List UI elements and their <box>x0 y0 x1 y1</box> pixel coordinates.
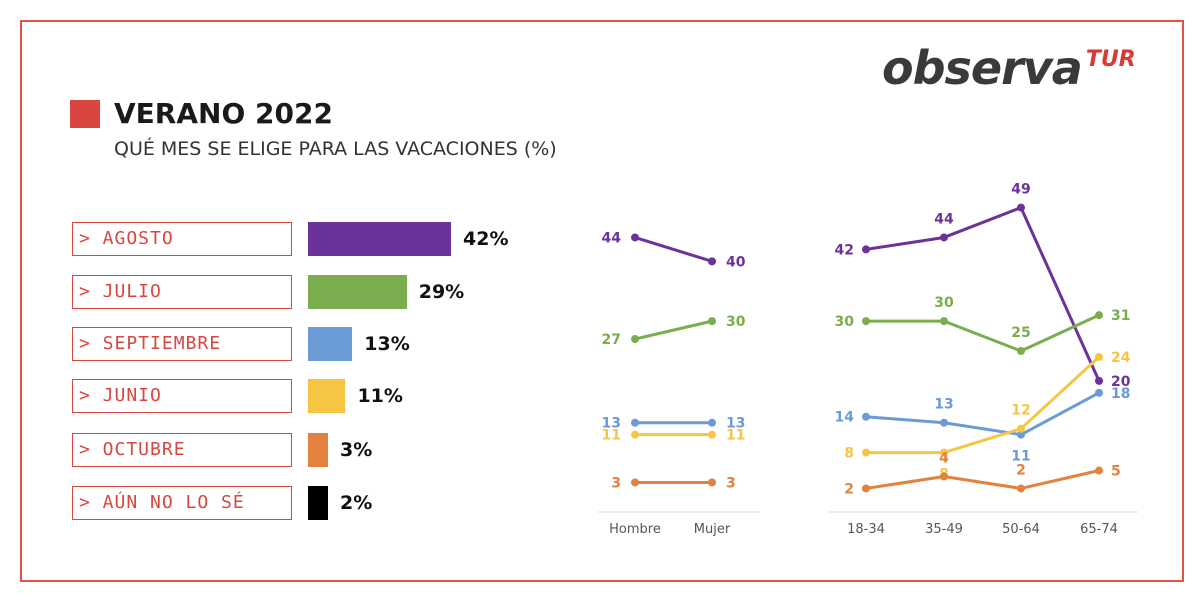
bar-value-label: 11% <box>357 385 403 407</box>
data-label: 27 <box>602 332 621 348</box>
bar-value-label: 3% <box>340 439 373 461</box>
data-label: 44 <box>602 230 622 246</box>
chart-subtitle: QUÉ MES SE ELIGE PARA LAS VACACIONES (%) <box>114 138 557 160</box>
data-point <box>862 484 870 493</box>
data-point <box>1095 376 1103 385</box>
x-tick-label: 18-34 <box>847 522 885 537</box>
category-label: > OCTUBRE <box>72 433 292 467</box>
x-tick-label: Hombre <box>609 522 661 537</box>
data-point <box>1017 424 1025 433</box>
series-line <box>634 319 713 341</box>
series-line <box>866 355 1101 455</box>
data-point <box>708 418 716 427</box>
data-point <box>1017 430 1025 439</box>
logo-sub-text: TUR <box>1085 47 1136 72</box>
data-point <box>631 478 639 487</box>
data-point <box>631 430 639 439</box>
data-point <box>1017 203 1025 212</box>
data-point <box>940 448 948 457</box>
data-label: 30 <box>726 314 746 330</box>
data-label: 5 <box>1111 464 1121 480</box>
series-line <box>865 206 1101 382</box>
data-point <box>940 472 948 481</box>
data-label: 13 <box>602 416 621 432</box>
series-line <box>866 313 1100 353</box>
logo-main-text: observa <box>882 41 1083 95</box>
category-label: > AGOSTO <box>72 222 292 256</box>
data-label: 2 <box>1016 462 1026 478</box>
data-point <box>940 317 948 326</box>
data-label: 11 <box>1011 449 1030 465</box>
chart-frame <box>20 20 1184 582</box>
bar-value-label: 2% <box>340 492 373 514</box>
data-label: 30 <box>835 314 855 330</box>
bar <box>308 327 353 361</box>
bar <box>308 379 346 413</box>
x-tick-label: 65-74 <box>1080 522 1118 537</box>
data-label: 2 <box>844 481 854 497</box>
data-point <box>940 233 948 242</box>
category-label: > JUNIO <box>72 379 292 413</box>
data-point <box>1095 466 1103 475</box>
x-tick-label: Mujer <box>694 522 731 537</box>
data-label: 20 <box>1111 374 1131 390</box>
data-label: 24 <box>1111 350 1131 366</box>
data-point <box>708 430 716 439</box>
category-label: > JULIO <box>72 275 292 309</box>
series-line <box>865 469 1100 490</box>
data-label: 11 <box>602 428 621 444</box>
data-label: 8 <box>844 446 854 462</box>
data-label: 40 <box>726 254 746 270</box>
data-point <box>862 245 870 254</box>
data-label: 30 <box>934 295 954 311</box>
title-marker <box>70 100 100 128</box>
data-point <box>631 418 639 427</box>
data-point <box>1095 311 1103 320</box>
data-point <box>862 317 870 326</box>
data-point <box>708 257 716 266</box>
data-label: 18 <box>1111 386 1130 402</box>
observatur-logo: observa TUR <box>882 40 1136 100</box>
data-point <box>1017 347 1025 355</box>
data-point <box>631 335 639 344</box>
data-label: 13 <box>934 397 953 413</box>
data-point <box>862 412 870 421</box>
data-point <box>1017 484 1025 493</box>
data-label: 3 <box>726 475 736 491</box>
data-label: 14 <box>835 410 855 426</box>
data-label: 12 <box>1011 403 1030 419</box>
data-label: 44 <box>934 211 954 227</box>
series-line <box>634 236 713 263</box>
data-point <box>708 478 716 487</box>
data-label: 4 <box>939 450 949 466</box>
data-label: 42 <box>835 242 854 258</box>
bar-value-label: 42% <box>463 228 509 250</box>
bar <box>308 486 328 520</box>
data-point <box>940 418 948 427</box>
bar-value-label: 13% <box>364 333 410 355</box>
data-label: 25 <box>1011 325 1030 341</box>
category-label: > SEPTIEMBRE <box>72 327 292 361</box>
data-label: 3 <box>611 475 621 491</box>
series-line <box>865 391 1100 437</box>
bar-value-label: 29% <box>418 281 465 303</box>
x-tick-label: 35-49 <box>925 522 963 537</box>
chart-title: VERANO 2022 <box>114 97 333 130</box>
data-point <box>1095 388 1103 397</box>
bar <box>308 222 451 256</box>
data-label: 31 <box>1111 308 1130 324</box>
bar <box>308 275 407 309</box>
data-point <box>1095 352 1103 361</box>
x-tick-label: 50-64 <box>1002 522 1040 537</box>
bar <box>308 433 328 467</box>
data-label: 11 <box>726 428 745 444</box>
data-label: 13 <box>726 416 745 432</box>
data-point <box>862 448 870 457</box>
data-point <box>631 233 639 242</box>
data-point <box>708 317 716 326</box>
data-label: 49 <box>1011 182 1030 198</box>
category-label: > AÚN NO LO SÉ <box>72 486 292 520</box>
